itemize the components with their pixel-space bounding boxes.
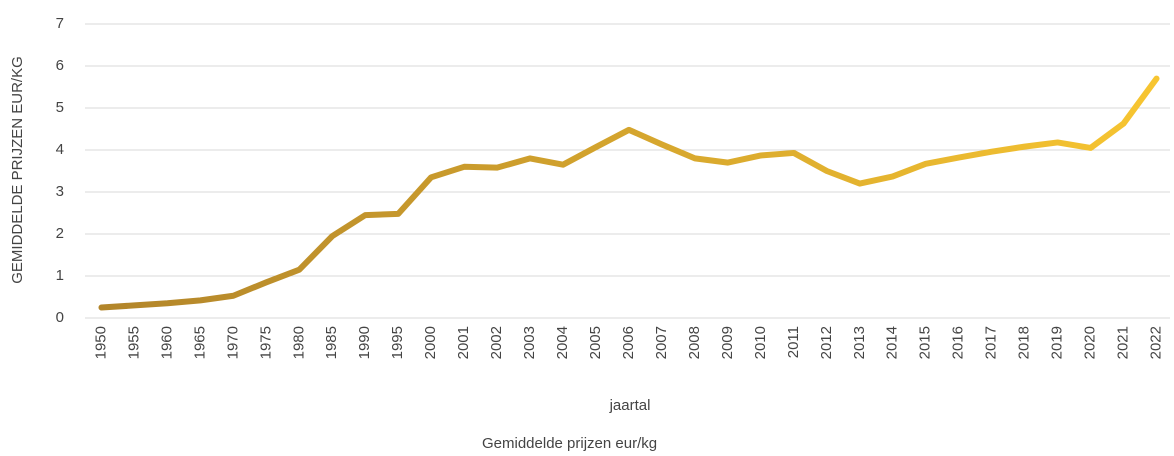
x-tick-label: 2008 [686, 326, 703, 359]
legend-label: Gemiddelde prijzen eur/kg [482, 435, 657, 452]
line [98, 75, 1160, 311]
x-tick-label: 2001 [455, 326, 472, 359]
x-tick-label: 1960 [158, 326, 175, 359]
x-tick-label: 1990 [356, 326, 373, 359]
x-tick-label: 1975 [257, 326, 274, 359]
x-tick-label: 2017 [983, 326, 1000, 359]
x-tick-label: 2012 [818, 326, 835, 359]
x-tick-label: 2022 [1147, 326, 1164, 359]
x-tick-label: 2000 [422, 326, 439, 359]
x-tick-label: 2006 [620, 326, 637, 359]
x-tick-label: 2018 [1016, 326, 1033, 359]
y-tick-label: 3 [56, 183, 64, 200]
x-tick-label: 2020 [1082, 326, 1099, 359]
y-tick-label: 6 [56, 57, 64, 74]
x-tick-label: 2010 [752, 326, 769, 359]
y-axis-title: GEMIDDELDE PRIJZEN EUR/KG [9, 56, 26, 284]
x-tick-label: 2003 [521, 326, 538, 359]
x-tick-label: 2007 [653, 326, 670, 359]
x-tick-label: 1980 [290, 326, 307, 359]
x-tick-label: 1995 [389, 326, 406, 359]
y-tick-label: 4 [56, 141, 64, 158]
x-tick-label: 2013 [851, 326, 868, 359]
x-tick-label: 2016 [950, 326, 967, 359]
x-tick-label: 2014 [884, 326, 901, 359]
x-axis-title: jaartal [609, 397, 651, 414]
x-tick-label: 1985 [323, 326, 340, 359]
x-tick-label: 2021 [1115, 326, 1132, 359]
y-tick-label: 2 [56, 225, 64, 242]
x-tick-label: 2005 [587, 326, 604, 359]
y-tick-label: 0 [56, 309, 64, 326]
x-tick-label: 1965 [191, 326, 208, 359]
x-tick-label: 2019 [1049, 326, 1066, 359]
y-tick-label: 7 [56, 15, 64, 32]
x-tick-label: 1950 [92, 326, 109, 359]
x-tick-label: 2011 [785, 326, 802, 358]
x-tick-label: 1955 [125, 326, 142, 359]
x-tick-label: 2002 [488, 326, 505, 359]
x-tick-label: 2004 [554, 326, 571, 359]
y-tick-label: 1 [56, 267, 64, 284]
y-tick-label: 5 [56, 99, 64, 116]
x-tick-label: 2009 [719, 326, 736, 359]
x-tick-label: 1970 [224, 326, 241, 359]
x-tick-label: 2015 [917, 326, 934, 359]
